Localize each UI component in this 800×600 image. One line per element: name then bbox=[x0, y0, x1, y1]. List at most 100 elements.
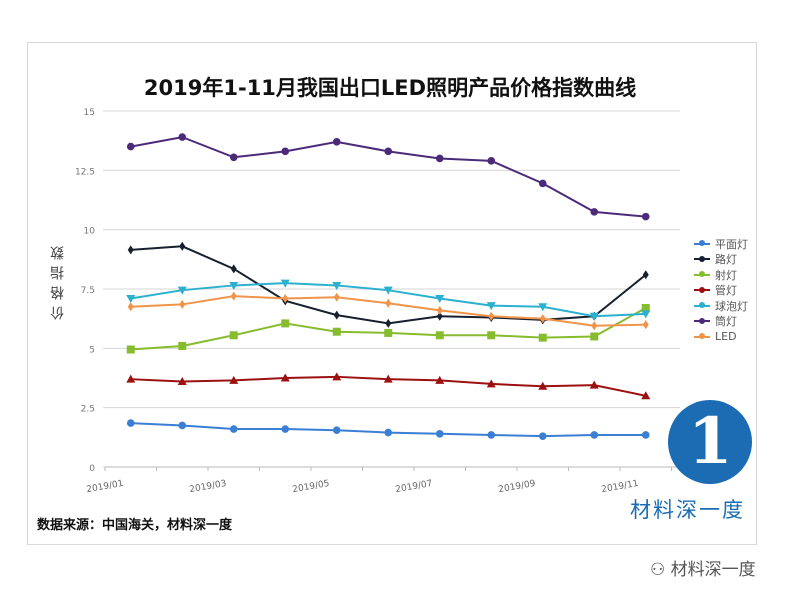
data-point bbox=[126, 142, 135, 151]
y-tick-label: 2.5 bbox=[81, 405, 95, 415]
data-point bbox=[229, 375, 239, 384]
data-point bbox=[591, 321, 598, 331]
data-point bbox=[179, 241, 186, 251]
x-tick-label: 2019/05 bbox=[292, 479, 331, 495]
y-tick-label: 7.5 bbox=[81, 286, 95, 296]
data-point bbox=[384, 428, 393, 437]
watermark: ⚇ 材料深一度 bbox=[650, 555, 756, 580]
x-tick-label: 2019/01 bbox=[86, 479, 125, 495]
data-point bbox=[229, 153, 238, 162]
data-point bbox=[538, 303, 548, 312]
data-point bbox=[383, 374, 393, 383]
data-point bbox=[385, 298, 392, 308]
data-point bbox=[435, 294, 445, 303]
data-point bbox=[126, 419, 135, 427]
data-point bbox=[539, 314, 546, 324]
legend-label: 管灯 bbox=[715, 284, 737, 298]
data-point bbox=[332, 138, 341, 146]
y-tick-label: 15 bbox=[84, 108, 95, 118]
data-point bbox=[178, 133, 187, 141]
data-point bbox=[126, 294, 136, 303]
y-tick-label: 0 bbox=[89, 464, 95, 474]
legend-item: 球泡灯 bbox=[694, 298, 748, 314]
legend-item: 路灯 bbox=[694, 252, 748, 268]
data-point bbox=[538, 432, 547, 440]
legend-label: LED bbox=[715, 330, 737, 344]
data-point bbox=[488, 311, 495, 321]
data-point bbox=[127, 302, 134, 312]
legend-label: 射灯 bbox=[715, 268, 737, 282]
data-point bbox=[281, 147, 290, 156]
legend-swatch bbox=[694, 255, 710, 262]
data-point bbox=[435, 331, 444, 340]
chart-title: 2019年1-11月我国出口LED照明产品价格指数曲线 bbox=[143, 76, 637, 100]
data-point bbox=[280, 279, 290, 288]
y-tick-label: 10 bbox=[84, 227, 96, 237]
data-point bbox=[177, 377, 187, 386]
legend-item: LED bbox=[694, 329, 748, 345]
data-point bbox=[127, 245, 134, 255]
data-point bbox=[384, 147, 393, 156]
legend-swatch bbox=[694, 286, 710, 293]
data-point bbox=[538, 381, 548, 390]
legend-swatch bbox=[694, 302, 710, 309]
data-point bbox=[642, 270, 649, 280]
data-point bbox=[590, 208, 599, 216]
data-point bbox=[641, 310, 651, 319]
data-point bbox=[229, 281, 239, 290]
data-point bbox=[229, 331, 238, 340]
data-point bbox=[384, 328, 393, 337]
data-point bbox=[126, 374, 136, 383]
legend-item: 筒灯 bbox=[694, 314, 748, 330]
data-point bbox=[641, 431, 650, 439]
data-point bbox=[642, 320, 649, 330]
data-point bbox=[589, 380, 599, 389]
data-point bbox=[435, 154, 444, 163]
legend-label: 路灯 bbox=[715, 253, 737, 267]
data-point bbox=[435, 375, 445, 384]
data-point bbox=[538, 179, 547, 188]
data-point bbox=[385, 318, 392, 328]
data-point bbox=[590, 431, 599, 439]
legend-label: 平面灯 bbox=[715, 237, 748, 251]
data-point bbox=[230, 291, 237, 301]
series-line-射灯 bbox=[130, 307, 647, 351]
legend-item: 射灯 bbox=[694, 267, 748, 283]
brand-logo: 1 bbox=[668, 400, 752, 484]
brand-logo-text: 材料深一度 bbox=[630, 498, 745, 522]
data-point bbox=[229, 425, 238, 433]
data-point bbox=[332, 281, 342, 290]
legend: 平面灯路灯 射灯管灯 球泡灯 筒灯 LED bbox=[694, 236, 748, 345]
legend-swatch bbox=[694, 317, 710, 324]
data-point bbox=[333, 292, 340, 302]
data-point bbox=[641, 391, 651, 400]
chart-frame bbox=[27, 42, 757, 545]
source-note: 数据来源：中国海关，材料深一度 bbox=[37, 518, 233, 533]
legend-swatch bbox=[694, 333, 710, 340]
data-point bbox=[487, 331, 496, 340]
data-point bbox=[178, 341, 187, 350]
data-point bbox=[333, 310, 340, 320]
data-point bbox=[383, 286, 393, 295]
data-point bbox=[282, 293, 289, 303]
data-point bbox=[332, 327, 341, 336]
data-point bbox=[179, 299, 186, 309]
y-tick-label: 5 bbox=[89, 345, 95, 355]
data-point bbox=[280, 373, 290, 382]
x-tick-label: 2019/03 bbox=[189, 479, 228, 495]
data-point bbox=[486, 379, 496, 388]
data-point bbox=[332, 426, 341, 435]
data-point bbox=[590, 332, 599, 341]
legend-item: 管灯 bbox=[694, 283, 748, 299]
legend-label: 筒灯 bbox=[715, 315, 737, 329]
data-point bbox=[281, 425, 290, 433]
x-tick-label: 2019/07 bbox=[395, 479, 434, 495]
data-point bbox=[589, 312, 599, 321]
data-point bbox=[641, 303, 650, 312]
data-point bbox=[281, 319, 290, 328]
data-point bbox=[332, 372, 342, 381]
data-point bbox=[230, 264, 237, 274]
legend-item: 平面灯 bbox=[694, 236, 748, 252]
data-point bbox=[487, 157, 496, 165]
